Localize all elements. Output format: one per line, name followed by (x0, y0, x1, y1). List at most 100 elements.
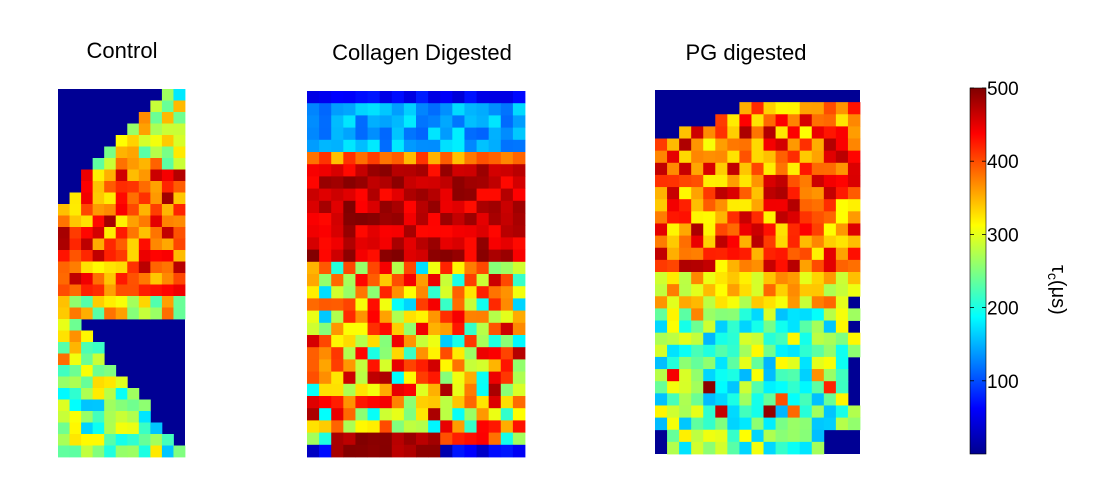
collagen-digested-cell (391, 359, 405, 372)
collagen-digested-cell (379, 237, 393, 250)
collagen-digested-cell (343, 127, 356, 141)
control-cell (81, 273, 94, 285)
control-cell (58, 273, 70, 285)
control-cell (92, 250, 105, 262)
pg-digested-cell (655, 272, 668, 285)
pg-digested-cell (739, 356, 752, 370)
collagen-digested-cell (464, 396, 477, 409)
pg-digested-cell (799, 102, 813, 115)
pg-digested-cell (715, 174, 728, 188)
colorbar: 100 200 300 400 500 τc(μs) (969, 79, 1069, 455)
collagen-digested-cell (476, 396, 490, 409)
control-cell (81, 181, 94, 193)
collagen-digested-cell (331, 237, 344, 250)
collagen-digested-cell (500, 322, 514, 336)
collagen-digested-cell (355, 359, 368, 372)
collagen-digested-cell (319, 371, 332, 385)
collagen-digested-cell (367, 176, 381, 189)
control-cell (173, 135, 186, 147)
pg-digested-cell (775, 102, 789, 115)
pg-digested-cell (763, 199, 776, 212)
pg-digested-cell (679, 429, 692, 443)
pg-digested-cell (691, 441, 704, 455)
control-cell (104, 388, 117, 400)
collagen-digested-cell (379, 335, 393, 348)
pg-digested-cell (775, 344, 789, 358)
control-cell (127, 434, 140, 446)
collagen-digested-cell (307, 359, 320, 372)
pg-digested-cell (679, 247, 692, 261)
collagen-digested-cell (500, 139, 514, 153)
collagen-digested-cell (367, 408, 381, 421)
pg-digested-cell (715, 417, 728, 431)
control-cell (173, 181, 186, 193)
collagen-digested-cell (391, 103, 405, 116)
collagen-digested-cell (355, 310, 368, 324)
pg-digested-cell (751, 308, 764, 321)
pg-digested-cell (667, 320, 680, 334)
pg-digested-cell (823, 187, 837, 200)
collagen-digested-cell (464, 286, 477, 299)
control-cell (92, 215, 105, 228)
pg-digested-cell (751, 223, 764, 236)
pg-digested-cell (703, 417, 716, 431)
pg-digested-cell (703, 126, 716, 139)
collagen-digested-cell (488, 286, 502, 299)
collagen-digested-cell (355, 188, 368, 202)
control-cell (58, 388, 70, 400)
pg-digested-cell (775, 126, 789, 139)
pg-digested-cell (703, 344, 716, 358)
control-cell (92, 261, 105, 274)
control-cell (92, 169, 105, 182)
pg-digested-cell (667, 405, 680, 418)
control-cell (150, 204, 163, 216)
pg-digested-cell (847, 162, 861, 176)
collagen-digested-cell (319, 444, 332, 458)
control-cell (104, 146, 117, 159)
collagen-digested-cell (403, 213, 417, 226)
pg-digested-cell (811, 429, 825, 443)
pg-digested-cell (739, 126, 752, 139)
pg-digested-cell (727, 211, 740, 224)
collagen-digested-cell (440, 152, 453, 165)
pg-digested-cell (835, 114, 849, 127)
control-cell (127, 181, 140, 193)
pg-digested-cell (811, 393, 825, 406)
control-cell (81, 388, 94, 400)
pg-digested-cell (691, 126, 704, 139)
collagen-digested-cell (500, 115, 514, 128)
collagen-digested-cell (416, 91, 429, 104)
collagen-digested-cell (379, 286, 393, 299)
pg-digested-cell (739, 272, 752, 285)
collagen-digested-cell (307, 176, 320, 189)
pg-digested-cell (751, 417, 764, 431)
collagen-digested-cell (403, 420, 417, 433)
collagen-digested-cell (416, 225, 429, 238)
collagen-digested-cell (440, 286, 453, 299)
pg-digested-cell (823, 259, 837, 273)
collagen-digested-cell (379, 103, 393, 116)
control-cell (161, 227, 174, 239)
pg-digested-cell (751, 235, 764, 249)
pg-digested-cell (679, 162, 692, 176)
pg-digested-cell (835, 405, 849, 418)
control-cell (81, 422, 94, 435)
collagen-digested-cell (440, 396, 453, 409)
collagen-digested-cell (476, 139, 490, 153)
collagen-digested-cell (319, 298, 332, 311)
collagen-digested-cell (488, 261, 502, 275)
pg-digested-cell (763, 429, 776, 443)
collagen-digested-cell (476, 383, 490, 397)
pg-digested-cell (679, 211, 692, 224)
pg-digested-cell (679, 296, 692, 309)
pg-digested-cell (811, 417, 825, 431)
pg-digested-cell (763, 174, 776, 188)
collagen-digested-cell (488, 359, 502, 372)
pg-digested-cell (703, 150, 716, 164)
collagen-digested-cell (488, 115, 502, 128)
pg-digested-cell (811, 199, 825, 212)
collagen-digested-cell (379, 91, 393, 104)
colorbar-tick-label: 400 (987, 152, 1019, 173)
collagen-digested-cell (440, 383, 453, 397)
control-cell (150, 445, 163, 458)
